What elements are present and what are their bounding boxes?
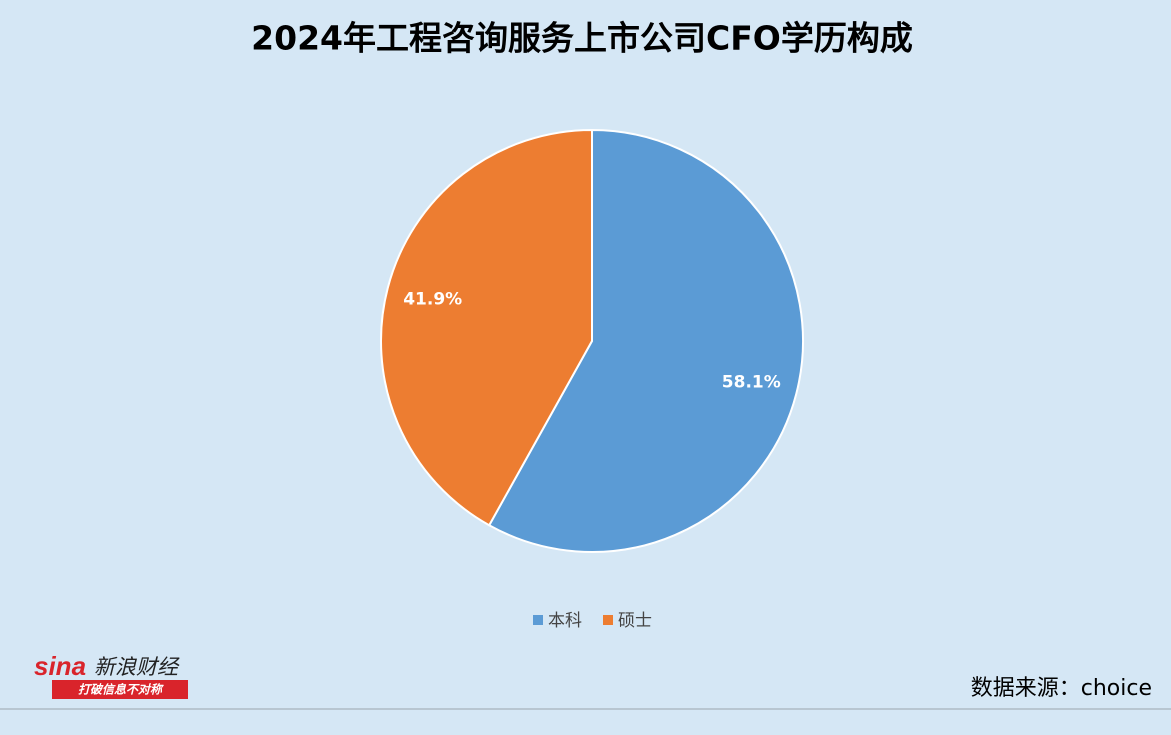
pie-slice <box>380 128 593 527</box>
source: 数据来源：choice <box>971 676 1152 701</box>
data-label: 58.1% <box>722 372 781 392</box>
logo-slogan: 打破信息不对称 <box>78 683 164 697</box>
legend-label: 硕士 <box>618 611 652 631</box>
logo-brand: sina <box>34 651 86 681</box>
logo: sina 新浪财经 打破信息不对称 <box>34 651 188 699</box>
logo-name: 新浪财经 <box>94 655 180 679</box>
chart-title: 2024年工程咨询服务上市公司CFO学历构成 <box>251 19 913 58</box>
legend-swatch <box>603 615 613 625</box>
logo-bar <box>52 680 188 699</box>
pie-slice <box>487 128 804 553</box>
data-label: 41.9% <box>403 290 462 310</box>
legend-swatch <box>533 615 543 625</box>
legend-label: 本科 <box>548 611 582 631</box>
